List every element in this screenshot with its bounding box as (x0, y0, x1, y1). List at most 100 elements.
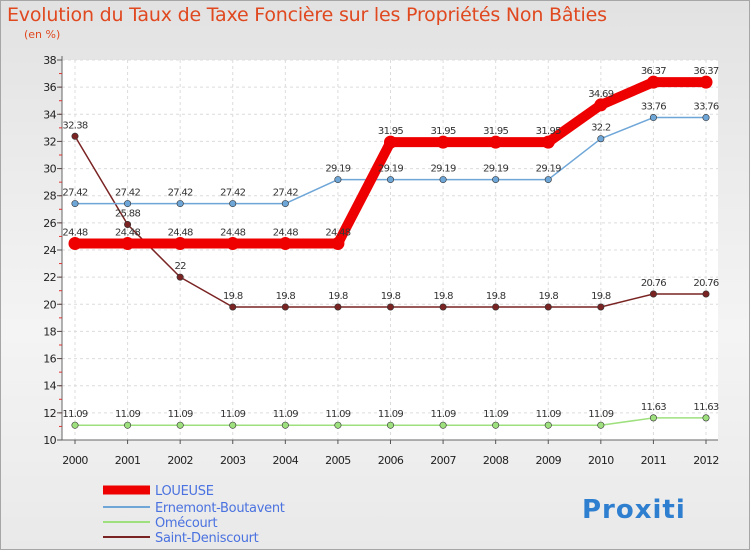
data-point (176, 421, 184, 429)
data-label: 20.76 (693, 278, 718, 289)
series-layer (68, 75, 713, 429)
data-label: 27.42 (62, 188, 87, 199)
x-tick-label: 2004 (273, 454, 299, 467)
data-point (278, 236, 292, 250)
legend: LOUEUSE Ernemont-BoutaventOmécourtSaint-D… (103, 484, 285, 546)
data-point (124, 421, 132, 429)
legend-label: LOUEUSE (155, 484, 214, 499)
data-label: 19.8 (539, 291, 559, 302)
data-point (176, 200, 184, 208)
data-label: 29.19 (431, 164, 456, 175)
y-tick-label: 16 (43, 353, 56, 366)
x-tick-label: 2006 (378, 454, 404, 467)
data-point (489, 135, 503, 149)
y-tick-label: 22 (43, 271, 56, 284)
data-label: 19.8 (276, 291, 296, 302)
data-label: 19.8 (381, 291, 401, 302)
data-label: 29.19 (536, 164, 561, 175)
data-label: 11.09 (115, 409, 140, 420)
data-point (544, 421, 552, 429)
data-label: 19.8 (328, 291, 348, 302)
data-point (229, 303, 237, 311)
data-point (492, 421, 500, 429)
data-point (436, 135, 450, 149)
chart-unit-label: (en %) (24, 28, 61, 41)
y-tick-label: 36 (43, 81, 56, 94)
data-point (544, 303, 552, 311)
axes: 10 12 14 16 18 20 22 24 26 28 30 32 34 36 38 2000 2001 20… (43, 54, 719, 467)
legend-label: Ernemont-Boutavent (155, 501, 285, 516)
data-label: 34.69 (588, 89, 613, 100)
data-label: 31.95 (431, 126, 456, 137)
data-label: 11.09 (62, 409, 87, 420)
grid (62, 59, 718, 441)
data-label: 24.48 (273, 227, 298, 238)
data-label: 32.2 (591, 123, 611, 134)
y-tick-label: 28 (43, 190, 56, 203)
data-point (331, 236, 345, 250)
data-label: 24.48 (220, 227, 245, 238)
data-point (173, 236, 187, 250)
data-point (124, 200, 132, 208)
data-label: 33.76 (641, 102, 666, 113)
data-label: 11.09 (536, 409, 561, 420)
data-point (384, 135, 397, 149)
data-label: 36.37 (693, 66, 718, 77)
data-point (492, 303, 500, 311)
y-tick-label: 38 (43, 54, 56, 67)
data-point (68, 236, 82, 250)
data-label: 33.76 (693, 102, 718, 113)
data-label: 11.63 (641, 402, 666, 413)
y-tick-label: 12 (43, 407, 56, 420)
data-label: 31.95 (483, 126, 508, 137)
data-label: 11.09 (325, 409, 350, 420)
data-point (649, 414, 657, 422)
data-point (649, 114, 657, 122)
x-tick-label: 2002 (167, 454, 193, 467)
x-tick-label: 2003 (220, 454, 246, 467)
data-point (646, 75, 660, 89)
data-point (702, 114, 710, 122)
data-point (124, 220, 132, 228)
legend-label: Omécourt (155, 516, 217, 531)
data-point (229, 421, 237, 429)
data-point (439, 176, 447, 184)
data-point (334, 176, 342, 184)
data-label: 19.8 (433, 291, 453, 302)
data-point (281, 303, 289, 311)
x-tick-label: 2005 (325, 454, 351, 467)
data-label: 29.19 (325, 164, 350, 175)
data-labels: 24.48 24.48 24.48 24.48 24.48 24.48 31.95 31.95… (62, 66, 719, 420)
data-point (281, 421, 289, 429)
data-point (597, 303, 605, 311)
data-point (71, 200, 79, 208)
data-label: 27.42 (220, 188, 245, 199)
x-tick-label: 2007 (430, 454, 456, 467)
data-label: 19.8 (486, 291, 506, 302)
data-point (439, 303, 447, 311)
data-point (176, 273, 184, 281)
data-point (121, 236, 135, 250)
data-point (334, 303, 342, 311)
data-point (71, 421, 79, 429)
data-label: 29.19 (483, 164, 508, 175)
data-label: 11.09 (431, 409, 456, 420)
y-tick-label: 14 (43, 380, 56, 393)
data-label: 19.8 (591, 291, 611, 302)
proxiti-logo: Proxiti (582, 495, 685, 525)
data-label: 24.48 (115, 227, 140, 238)
x-tick-label: 2001 (115, 454, 141, 467)
x-tick-label: 2012 (693, 454, 719, 467)
y-tick-label: 30 (43, 163, 56, 176)
data-point (334, 421, 342, 429)
data-point (597, 135, 605, 143)
data-label: 19.8 (223, 291, 243, 302)
y-tick-label: 26 (43, 217, 56, 230)
data-point (386, 421, 394, 429)
x-tick-label: 2010 (588, 454, 614, 467)
data-point (702, 414, 710, 422)
data-point (702, 290, 710, 298)
data-label: 11.09 (273, 409, 298, 420)
data-point (386, 303, 394, 311)
